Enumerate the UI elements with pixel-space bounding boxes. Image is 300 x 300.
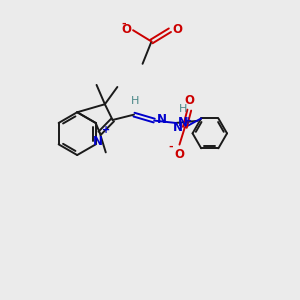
Text: -: - — [121, 19, 126, 29]
Text: O: O — [172, 23, 182, 36]
Text: O: O — [184, 94, 194, 106]
Text: O: O — [175, 148, 184, 161]
Text: H: H — [130, 96, 139, 106]
Text: N: N — [173, 122, 183, 134]
Text: N: N — [178, 116, 188, 129]
Text: N: N — [93, 134, 103, 148]
Text: O: O — [121, 23, 131, 36]
Text: +: + — [102, 125, 110, 135]
Text: H: H — [179, 104, 187, 114]
Text: -: - — [169, 142, 173, 152]
Text: N: N — [157, 113, 166, 127]
Text: +: + — [184, 116, 193, 126]
